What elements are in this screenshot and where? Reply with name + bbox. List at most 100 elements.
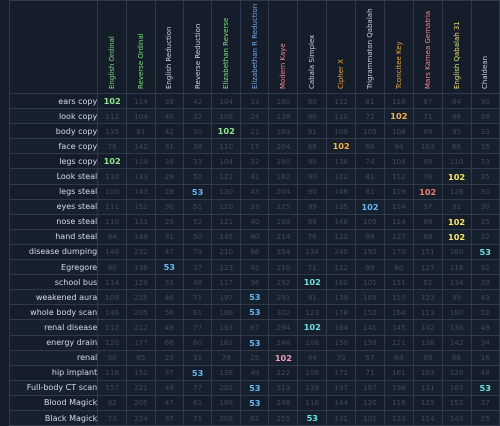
value-cell: 103 [412, 138, 443, 155]
value-cell: 69 [412, 349, 443, 366]
value-cell: 188 [211, 394, 242, 411]
value-cell: 32 [182, 108, 213, 125]
column-header-label: Chaldean [481, 55, 490, 89]
table-row: Look steal 110 133 29 52 122 41 162 90 122 81 112 78… [8, 168, 500, 185]
value-cell: 291 [268, 289, 299, 306]
value-cell: 197 [326, 379, 357, 396]
value-cell: 40 [154, 108, 184, 125]
value-cell: 102 [441, 213, 472, 230]
value-cell: 152 [355, 304, 385, 321]
column-header[interactable]: English Reduction [154, 0, 184, 94]
column-header[interactable]: Reverse Ordinal [126, 0, 156, 94]
value-cell: 71 [182, 289, 213, 306]
value-cell: 68 [441, 138, 472, 155]
value-cell: 122 [211, 168, 242, 185]
column-header[interactable]: English Qabalah 31 [441, 0, 472, 94]
value-cell: 143 [126, 183, 156, 200]
row-label[interactable]: nose steal [8, 213, 99, 230]
value-cell: 99 [297, 198, 328, 215]
value-cell: 180 [268, 153, 299, 170]
value-cell: 49 [240, 364, 270, 381]
column-header[interactable]: Modern Kaye [268, 0, 299, 94]
row-label[interactable]: renal [8, 349, 99, 366]
value-cell: 120 [355, 394, 385, 411]
value-cell: 78 [412, 168, 443, 185]
value-cell: 121 [383, 334, 414, 351]
value-cell: 78 [211, 349, 242, 366]
column-header[interactable]: Elizabethan R Reduction [240, 0, 270, 94]
column-header[interactable]: Reverse Reduction [182, 0, 213, 94]
value-cell: 123 [211, 259, 242, 276]
value-cell: 122 [326, 168, 357, 185]
value-cell: 108 [383, 123, 414, 140]
row-label[interactable]: Blood Magick [8, 394, 99, 411]
row-label[interactable]: Full-body CT scan [8, 379, 99, 396]
row-label[interactable]: hip implant [8, 364, 99, 381]
column-header[interactable]: Chaldean [470, 0, 500, 94]
row-label[interactable]: body copy [8, 123, 99, 140]
value-cell: 94 [383, 138, 414, 155]
value-cell: 97 [412, 198, 443, 215]
value-cell: 160 [326, 274, 357, 291]
row-label[interactable]: face copy [8, 138, 99, 155]
value-cell: 28 [154, 183, 184, 200]
row-label[interactable]: ears copy [8, 92, 99, 110]
row-label[interactable]: Black Magick [8, 409, 99, 426]
value-cell: 127 [383, 228, 414, 245]
row-label[interactable]: renal disease [8, 319, 99, 336]
value-cell: 129 [126, 274, 156, 291]
value-cell: 197 [211, 289, 242, 306]
column-header[interactable]: Tconcitee Key [383, 0, 414, 94]
value-cell: 50 [97, 349, 128, 366]
column-header-label: Cipher X [337, 59, 346, 89]
value-cell: 202 [211, 379, 242, 396]
row-label[interactable]: look copy [8, 108, 99, 125]
value-cell: 126 [441, 183, 472, 200]
row-label[interactable]: energy drain [8, 334, 99, 351]
column-header-label: Reverse Reduction [193, 23, 202, 89]
value-cell: 102 [97, 153, 128, 170]
value-cell: 30 [470, 92, 500, 110]
value-cell: 95 [441, 123, 472, 140]
value-cell: 71 [355, 364, 385, 381]
value-cell: 53 [182, 183, 213, 200]
column-header[interactable]: Cabala Simplex [297, 0, 328, 94]
column-header[interactable]: Trigrammaton Qabalah [355, 0, 385, 94]
value-cell: 123 [412, 289, 443, 306]
row-label[interactable]: eyes steal [8, 198, 99, 215]
table-row: Blood Magick 92 205 47 61 188 53 248 116 144 120 11… [8, 394, 500, 411]
value-cell: 114 [126, 92, 156, 110]
row-label[interactable]: Look steal [8, 168, 99, 185]
row-label[interactable]: school bus [8, 274, 99, 291]
column-header[interactable]: English Ordinal [97, 0, 128, 94]
row-label[interactable]: legs copy [8, 153, 99, 170]
row-label[interactable]: legs steal [8, 183, 99, 200]
value-cell: 79 [182, 243, 213, 261]
column-header[interactable]: Mars Kamea Gematria [412, 0, 443, 94]
value-cell: 33 [470, 123, 500, 140]
column-header-label: Tconcitee Key [394, 41, 403, 89]
value-cell: 161 [211, 334, 242, 351]
row-label[interactable]: Egregore [8, 259, 99, 276]
row-label[interactable]: weakened aura [8, 289, 99, 306]
value-cell: 52 [182, 213, 213, 230]
value-cell: 152 [441, 394, 472, 411]
row-label[interactable]: hand steal [8, 228, 99, 245]
value-cell: 49 [154, 319, 184, 336]
row-label[interactable]: disease dumping [8, 243, 99, 261]
value-cell: 42 [240, 259, 270, 276]
column-header[interactable]: Cipher X [326, 0, 357, 94]
value-cell: 248 [268, 394, 299, 411]
value-cell: 120 [441, 364, 472, 381]
gematria-table-view: English Ordinal Reverse Ordinal English Re… [8, 0, 500, 426]
table-row: renal 50 85 23 31 78 25 102 44 70 57 64 69 66 16 [8, 349, 500, 366]
cipher-grid: English Ordinal Reverse Ordinal English Re… [8, 0, 500, 426]
column-header[interactable]: Elizabethan Reverse [211, 0, 242, 94]
value-cell: 144 [326, 394, 357, 411]
value-cell: 112 [326, 259, 357, 276]
value-cell: 71 [182, 409, 213, 426]
table-row: hand steal 94 149 31 50 145 40 214 76 122 98 127 88 1… [8, 228, 500, 245]
value-cell: 104 [211, 92, 242, 110]
value-cell: 210 [211, 243, 242, 261]
row-label[interactable]: whole body scan [8, 304, 99, 321]
